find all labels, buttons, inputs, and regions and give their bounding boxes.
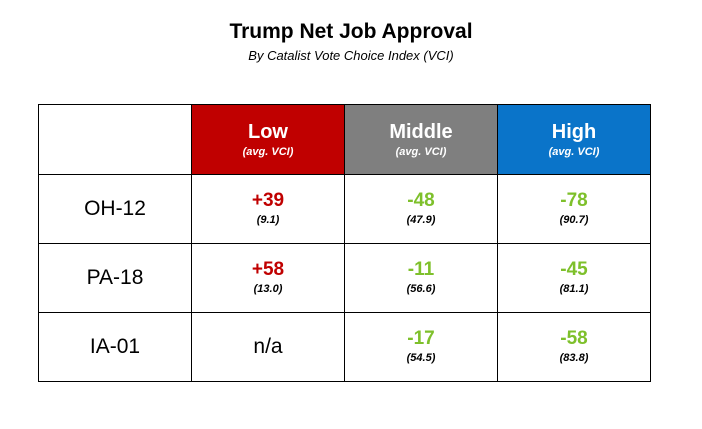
district-label: PA-18: [38, 243, 192, 313]
avg-vci-value: (9.1): [256, 214, 280, 226]
header-high: High (avg. VCI): [497, 104, 651, 175]
net-approval-value: -45: [560, 259, 588, 280]
avg-vci-value: (90.7): [559, 214, 589, 226]
table-row: PA-18 +58 (13.0) -11 (56.6) -45 (81.1): [38, 243, 651, 313]
not-available-value: n/a: [253, 335, 283, 358]
value-cell: -11 (56.6): [344, 243, 498, 313]
district-label: IA-01: [38, 312, 192, 382]
avg-vci-value: (47.9): [406, 214, 436, 226]
chart-title: Trump Net Job Approval: [229, 20, 473, 43]
avg-vci-value: (83.8): [559, 352, 589, 364]
net-approval-value: +58: [251, 259, 285, 280]
header-sublabel: (avg. VCI): [548, 145, 600, 158]
value-cell: +58 (13.0): [191, 243, 345, 313]
net-approval-value: -78: [560, 190, 588, 211]
district-label: OH-12: [38, 174, 192, 244]
net-approval-value: -17: [407, 328, 435, 349]
approval-table: Low (avg. VCI) Middle (avg. VCI) High (a…: [38, 104, 651, 382]
corner-cell: [38, 104, 192, 175]
header-sublabel: (avg. VCI): [242, 145, 294, 158]
net-approval-value: +39: [251, 190, 285, 211]
header-label: Low: [248, 120, 288, 143]
value-cell: n/a: [191, 312, 345, 382]
table-row: OH-12 +39 (9.1) -48 (47.9) -78 (90.7): [38, 174, 651, 244]
header-row: Low (avg. VCI) Middle (avg. VCI) High (a…: [38, 104, 651, 175]
chart-subtitle: By Catalist Vote Choice Index (VCI): [248, 48, 454, 63]
net-approval-value: -11: [407, 259, 435, 280]
value-cell: -48 (47.9): [344, 174, 498, 244]
header-label: High: [551, 120, 597, 143]
header-low: Low (avg. VCI): [191, 104, 345, 175]
value-cell: -45 (81.1): [497, 243, 651, 313]
header-label: Middle: [389, 120, 453, 143]
net-approval-value: -48: [407, 190, 435, 211]
value-cell: +39 (9.1): [191, 174, 345, 244]
header-middle: Middle (avg. VCI): [344, 104, 498, 175]
value-cell: -17 (54.5): [344, 312, 498, 382]
net-approval-value: -58: [560, 328, 588, 349]
avg-vci-value: (54.5): [406, 352, 436, 364]
avg-vci-value: (81.1): [559, 283, 589, 295]
value-cell: -58 (83.8): [497, 312, 651, 382]
value-cell: -78 (90.7): [497, 174, 651, 244]
header-sublabel: (avg. VCI): [395, 145, 447, 158]
table-row: IA-01 n/a -17 (54.5) -58 (83.8): [38, 312, 651, 382]
avg-vci-value: (13.0): [253, 283, 283, 295]
avg-vci-value: (56.6): [406, 283, 436, 295]
